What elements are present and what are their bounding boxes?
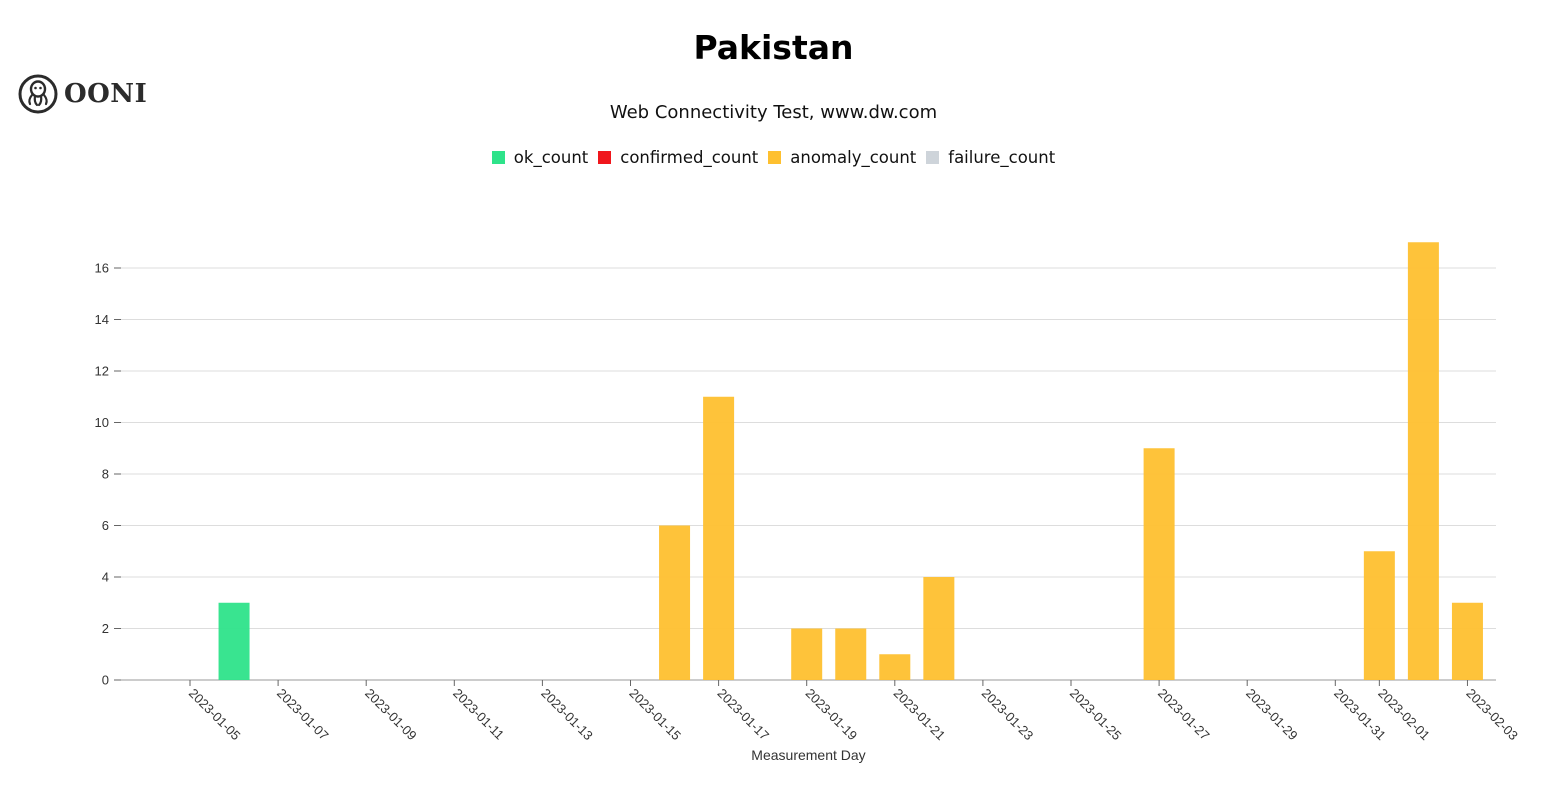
legend-swatch-confirmed: [598, 151, 612, 164]
y-tick-label: 0: [102, 673, 109, 688]
x-tick-label: 2023-01-15: [626, 686, 684, 744]
x-tick-label: 2023-01-05: [186, 686, 244, 744]
legend-swatch-failure: [926, 151, 940, 164]
y-axis: 0 2 4 6 8 10 12 14 16: [95, 261, 121, 688]
legend: ok_count confirmed_count anomaly_count f…: [0, 148, 1547, 167]
x-tick-label: 2023-02-03: [1463, 686, 1521, 744]
logo-text: OONI: [64, 79, 148, 109]
y-tick-label: 2: [102, 621, 109, 636]
x-tick-label: 2023-01-19: [803, 686, 861, 744]
octopus-icon: [18, 74, 58, 114]
y-tick-label: 4: [102, 570, 109, 585]
legend-swatch-ok: [491, 151, 505, 164]
bar-anomaly_count: [703, 396, 735, 680]
bar-anomaly_count: [1407, 242, 1439, 680]
bars: [218, 242, 1483, 680]
chart-subtitle: Web Connectivity Test, www.dw.com: [609, 102, 938, 123]
grid-lines: [121, 267, 1496, 681]
ooni-logo: OONI: [18, 74, 147, 114]
y-tick-label: 8: [102, 467, 109, 482]
legend-item-ok[interactable]: ok_count: [491, 148, 589, 167]
bar-anomaly_count: [835, 628, 867, 680]
x-tick-label: 2023-01-13: [538, 686, 596, 744]
x-tick-label: 2023-01-27: [1155, 686, 1213, 744]
legend-item-confirmed[interactable]: confirmed_count: [598, 148, 758, 167]
y-tick-label: 14: [95, 312, 109, 327]
legend-label-confirmed: confirmed_count: [620, 148, 759, 167]
bar-anomaly_count: [1363, 551, 1395, 680]
x-axis-title: Measurement Day: [751, 747, 865, 763]
y-tick-label: 12: [95, 364, 109, 379]
x-tick-label: 2023-01-17: [714, 686, 772, 744]
x-tick-label: 2023-01-11: [450, 686, 507, 743]
legend-item-anomaly[interactable]: anomaly_count: [768, 148, 916, 167]
bar-anomaly_count: [791, 628, 823, 680]
bar-anomaly_count: [923, 577, 955, 680]
y-tick-label: 10: [95, 415, 109, 430]
legend-label-failure: failure_count: [948, 148, 1056, 167]
x-tick-label: 2023-01-09: [362, 686, 420, 744]
x-tick-label: 2023-01-07: [274, 686, 332, 744]
legend-item-failure[interactable]: failure_count: [926, 148, 1055, 167]
bar-anomaly_count: [1143, 448, 1175, 680]
legend-label-anomaly: anomaly_count: [790, 148, 917, 167]
y-tick-label: 16: [95, 261, 109, 276]
x-axis: 2023-01-05 2023-01-07 2023-01-09 2023-01-11…: [186, 680, 1521, 743]
legend-label-ok: ok_count: [513, 148, 589, 167]
bar-ok_count: [218, 602, 250, 680]
bar-anomaly_count: [659, 525, 691, 680]
legend-swatch-anomaly: [768, 151, 782, 164]
x-tick-label: 2023-01-23: [979, 686, 1037, 744]
x-tick-label: 2023-01-25: [1067, 686, 1125, 744]
chart-title: Pakistan: [693, 28, 854, 67]
x-tick-label: 2023-01-29: [1243, 686, 1301, 744]
x-tick-label: 2023-01-21: [891, 686, 949, 744]
y-tick-label: 6: [102, 518, 109, 533]
bar-anomaly_count: [879, 654, 911, 680]
bar-anomaly_count: [1451, 602, 1483, 680]
